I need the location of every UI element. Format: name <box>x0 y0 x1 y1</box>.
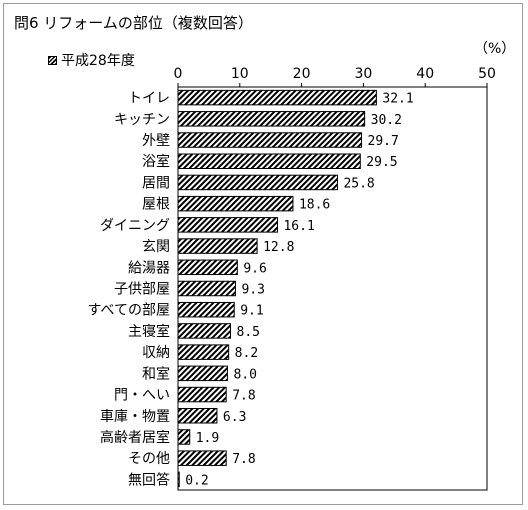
category-label: 外壁 <box>142 133 170 149</box>
bar <box>177 323 232 339</box>
bar <box>177 89 377 106</box>
x-tick-label: 30 <box>354 66 372 82</box>
value-label: 9.3 <box>241 283 264 298</box>
bar <box>177 471 180 488</box>
value-label: 9.6 <box>243 261 266 276</box>
bar <box>177 174 338 191</box>
bar <box>177 132 363 148</box>
category-label: 玄関 <box>142 238 170 255</box>
axis-unit: （%） <box>474 41 516 57</box>
bar <box>177 429 191 445</box>
value-label: 7.8 <box>232 389 255 404</box>
value-label: 29.7 <box>368 134 399 149</box>
category-label: 車庫・物置 <box>100 408 170 425</box>
value-label: 9.1 <box>240 304 263 319</box>
category-label: 浴室 <box>142 153 170 170</box>
category-label: 和室 <box>142 365 170 382</box>
value-label: 32.1 <box>382 92 413 107</box>
category-label: 主寝室 <box>128 323 170 340</box>
category-label: トイレ <box>128 91 170 107</box>
bar <box>177 280 236 297</box>
value-label: 8.2 <box>235 346 258 361</box>
category-label: 無回答 <box>128 471 170 488</box>
value-label: 6.3 <box>223 410 246 425</box>
value-label: 8.5 <box>237 325 260 340</box>
bar <box>177 238 258 254</box>
x-tick-label: 20 <box>293 66 311 82</box>
value-label: 16.1 <box>283 219 314 234</box>
x-tick-label: 10 <box>231 66 249 82</box>
bar <box>177 386 227 403</box>
value-label: 8.0 <box>233 367 256 382</box>
bar <box>177 217 278 233</box>
category-label: 子供部屋 <box>114 282 170 298</box>
chart-title: 問6 リフォームの部位（複数回答） <box>14 14 253 32</box>
category-label: ダイニング <box>100 218 170 234</box>
category-label: 門・へい <box>114 388 170 404</box>
x-tick-label: 0 <box>174 66 183 82</box>
value-label: 29.5 <box>366 155 397 170</box>
bar <box>177 111 366 127</box>
chart-frame <box>3 3 523 505</box>
category-label: 居間 <box>142 175 170 191</box>
legend-swatch <box>48 55 57 65</box>
x-tick-label: 50 <box>478 66 496 82</box>
bar <box>177 408 218 424</box>
chart-legend: 平成28年度 <box>48 50 135 70</box>
value-label: 18.6 <box>299 198 330 213</box>
bar <box>177 301 235 318</box>
value-label: 7.8 <box>232 452 255 467</box>
category-label: すべての部屋 <box>88 303 170 319</box>
category-label: 給湯器 <box>128 259 170 276</box>
legend-label: 平成28年度 <box>61 53 135 69</box>
value-label: 1.9 <box>196 431 219 446</box>
bar <box>177 450 227 466</box>
bar <box>177 365 228 382</box>
category-label: 屋根 <box>142 197 170 213</box>
bar <box>177 344 230 360</box>
value-label: 0.2 <box>185 473 208 488</box>
bar <box>177 153 361 169</box>
value-label: 12.8 <box>263 240 294 255</box>
bar <box>177 259 238 276</box>
x-tick-label: 40 <box>416 66 434 82</box>
category-label: キッチン <box>114 112 170 128</box>
bar <box>177 195 294 212</box>
value-label: 25.8 <box>343 176 374 191</box>
category-label: 収納 <box>142 345 170 361</box>
category-label: 高齢者居室 <box>100 429 170 446</box>
category-label: その他 <box>128 451 170 467</box>
value-label: 30.2 <box>371 113 402 128</box>
